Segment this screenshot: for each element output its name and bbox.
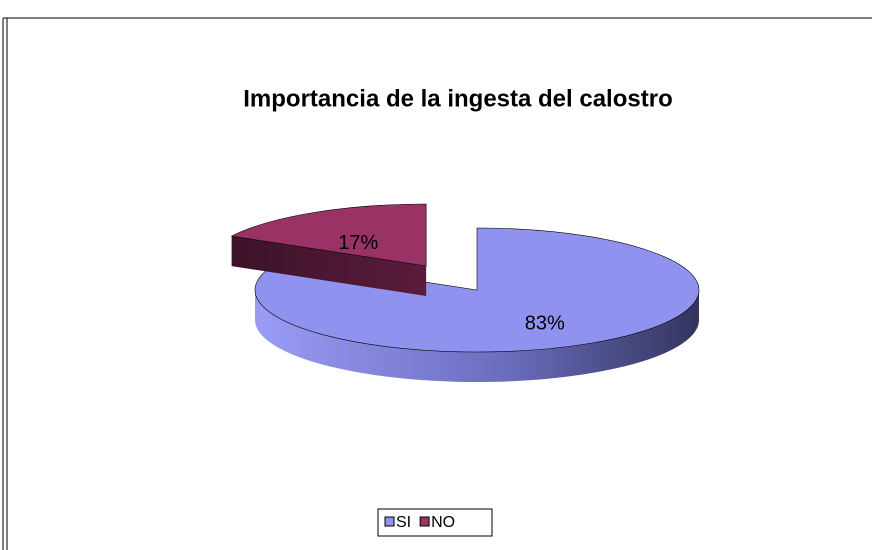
data-label: 83% [525,312,565,334]
legend [377,508,493,537]
chart-title: Importancia de la ingesta del calostro [243,85,672,112]
legend-swatch [384,516,395,527]
data-label: 17% [338,232,378,254]
slice [230,203,427,267]
legend-label: SI [396,514,411,531]
legend-items: SI NO [384,514,455,531]
legend-swatch [419,516,430,527]
pie: 83% 17% [230,203,700,382]
legend-label: NO [431,514,455,531]
slice [254,227,700,353]
slice-wall [255,290,699,382]
slice-side [231,236,427,296]
